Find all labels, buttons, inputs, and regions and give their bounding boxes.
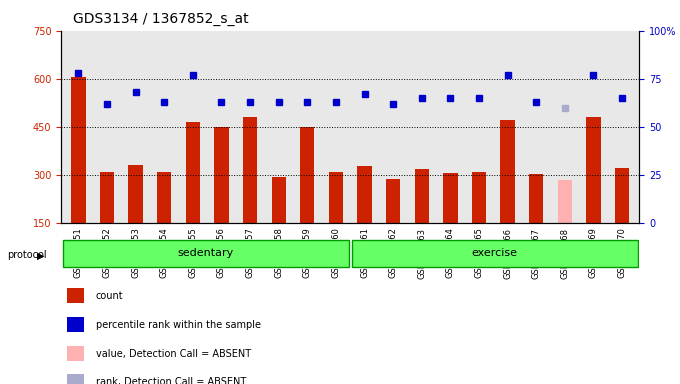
Bar bbox=[186, 122, 200, 223]
Bar bbox=[243, 117, 257, 223]
Bar bbox=[71, 77, 86, 223]
Text: ▶: ▶ bbox=[37, 250, 45, 260]
Bar bbox=[67, 346, 84, 361]
Text: GDS3134 / 1367852_s_at: GDS3134 / 1367852_s_at bbox=[73, 12, 248, 25]
Bar bbox=[214, 127, 228, 223]
Bar bbox=[300, 127, 314, 223]
Bar bbox=[67, 288, 84, 303]
Text: sedentary: sedentary bbox=[177, 248, 234, 258]
Bar bbox=[586, 117, 600, 223]
Bar bbox=[67, 374, 84, 384]
FancyBboxPatch shape bbox=[352, 240, 638, 267]
Bar bbox=[443, 173, 458, 223]
Bar bbox=[100, 172, 114, 223]
Text: percentile rank within the sample: percentile rank within the sample bbox=[96, 320, 261, 330]
Text: rank, Detection Call = ABSENT: rank, Detection Call = ABSENT bbox=[96, 377, 246, 384]
Bar bbox=[558, 180, 572, 223]
Bar bbox=[500, 120, 515, 223]
Bar bbox=[67, 317, 84, 333]
Bar bbox=[129, 165, 143, 223]
Text: exercise: exercise bbox=[472, 248, 517, 258]
FancyBboxPatch shape bbox=[63, 240, 349, 267]
Bar bbox=[415, 169, 429, 223]
Text: count: count bbox=[96, 291, 124, 301]
Text: protocol: protocol bbox=[7, 250, 46, 260]
Bar bbox=[529, 174, 543, 223]
Bar bbox=[386, 179, 401, 223]
Bar bbox=[472, 172, 486, 223]
Bar bbox=[271, 177, 286, 223]
Bar bbox=[328, 172, 343, 223]
Bar bbox=[157, 172, 171, 223]
Bar bbox=[615, 168, 629, 223]
Bar bbox=[358, 166, 372, 223]
Text: value, Detection Call = ABSENT: value, Detection Call = ABSENT bbox=[96, 349, 251, 359]
